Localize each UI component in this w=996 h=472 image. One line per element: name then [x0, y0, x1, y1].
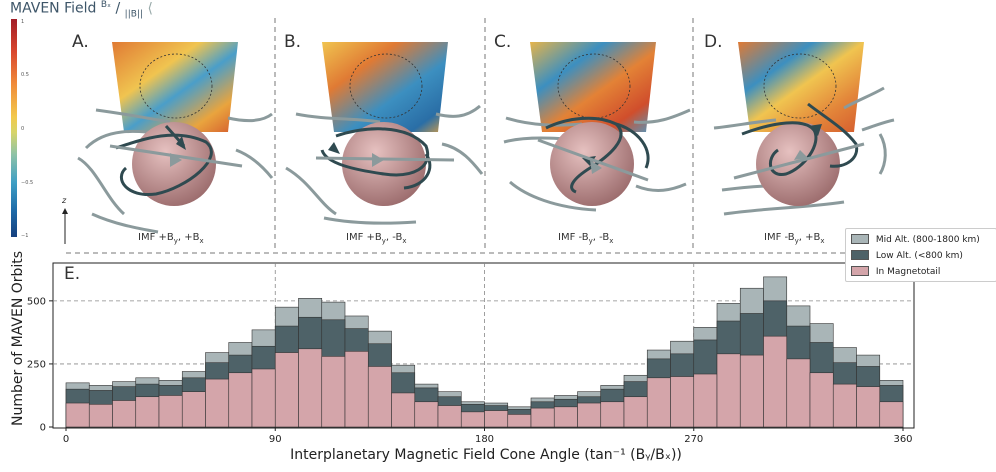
- bar-magnetotail-340: [856, 386, 881, 428]
- bar-magnetotail-160: [437, 405, 462, 428]
- panel-d: D.: [694, 18, 902, 254]
- bar-magnetotail-290: [739, 354, 764, 428]
- panel-b-letter: B.: [284, 32, 302, 52]
- x-tick-label-180: 180: [475, 434, 494, 445]
- x-tick-label-90: 90: [269, 434, 282, 445]
- bar-magnetotail-260: [670, 376, 695, 428]
- bar-magnetotail-120: [344, 351, 369, 428]
- title-subscript: ||B||: [124, 9, 143, 20]
- panel-d-visualization: [713, 42, 895, 216]
- y-tick-label-250: 250: [27, 359, 46, 370]
- bar-magnetotail-310: [786, 358, 811, 428]
- histogram-ticks: 0 90 180 270 360 0 250 500: [27, 296, 913, 445]
- y-axis-label: Number of MAVEN Orbits: [10, 250, 26, 426]
- colorbar: [11, 19, 17, 237]
- title-slash: /: [115, 0, 121, 17]
- bar-magnetotail-280: [716, 353, 741, 428]
- x-tick-label-270: 270: [684, 434, 703, 445]
- colorbar-tick-neg-0-5: −0.5: [21, 180, 34, 186]
- bar-magnetotail-210: [553, 406, 578, 428]
- histogram-bars: [65, 276, 904, 428]
- panel-b-visualization: [285, 42, 484, 225]
- bar-magnetotail-130: [367, 366, 392, 428]
- panel-a: A.: [66, 18, 274, 254]
- legend-item-mid-alt: Mid Alt. (800-1800 km): [851, 234, 980, 245]
- bar-magnetotail-330: [832, 383, 857, 428]
- z-axis-arrow-icon: [62, 208, 68, 244]
- bar-magnetotail-50: [181, 391, 206, 428]
- panel-a-visualization: [77, 42, 274, 234]
- panel-c-letter: C.: [494, 32, 512, 52]
- bar-magnetotail-220: [577, 402, 602, 428]
- figure-title: MAVEN Field Bₓ / ||B|| ⟨: [10, 0, 153, 20]
- panel-separators: [66, 18, 845, 254]
- panel-a-letter: A.: [72, 32, 89, 52]
- z-axis-label: z: [62, 196, 67, 205]
- x-tick-label-0: 0: [63, 434, 69, 445]
- panel-c-imf-label: IMF -By, -Bx: [558, 232, 614, 245]
- colorbar-tick-1: 1: [21, 19, 25, 25]
- bar-magnetotail-300: [763, 335, 788, 428]
- bar-magnetotail-350: [879, 401, 904, 428]
- bar-magnetotail-80: [251, 368, 276, 428]
- bar-magnetotail-20: [112, 400, 137, 428]
- panel-b-imf-label: IMF +By, -Bx: [346, 232, 407, 245]
- colorbar-tick-0: 0: [21, 126, 25, 132]
- panel-b: B. IM: [276, 18, 484, 254]
- title-superscript: Bₓ: [100, 0, 112, 10]
- bar-magnetotail-10: [88, 403, 113, 428]
- x-axis-label: Interplanetary Magnetic Field Cone Angle…: [290, 447, 682, 463]
- bar-magnetotail-110: [321, 356, 346, 428]
- panel-c-visualization: [503, 42, 691, 212]
- bar-magnetotail-250: [646, 377, 671, 428]
- y-tick-label-0: 0: [40, 423, 46, 434]
- bar-magnetotail-180: [484, 410, 509, 428]
- legend-item-magnetotail: In Magnetotail: [851, 266, 940, 277]
- bar-magnetotail-230: [600, 401, 625, 428]
- panel-c: C. IM: [486, 18, 692, 254]
- bar-magnetotail-240: [623, 396, 648, 428]
- bar-magnetotail-140: [391, 392, 416, 428]
- bar-magnetotail-70: [228, 372, 253, 428]
- bar-magnetotail-150: [414, 401, 439, 428]
- bar-magnetotail-40: [158, 395, 183, 428]
- legend-swatch-magnetotail: [851, 266, 869, 276]
- panel-a-imf-label: IMF +By, +Bx: [138, 232, 204, 245]
- colorbar-tick-0-5: 0.5: [21, 72, 29, 78]
- colorbar-tick-neg-1: −1: [21, 233, 29, 239]
- bar-magnetotail-90: [274, 352, 299, 428]
- bar-magnetotail-190: [507, 414, 532, 428]
- bar-magnetotail-200: [530, 407, 555, 428]
- legend-swatch-low-alt: [851, 250, 869, 260]
- histogram-frame: [52, 262, 915, 429]
- bar-magnetotail-170: [460, 411, 485, 428]
- legend: Mid Alt. (800-1800 km) Low Alt. (<800 km…: [845, 228, 996, 282]
- bar-magnetotail-100: [298, 348, 323, 428]
- bar-magnetotail-60: [205, 378, 230, 428]
- panel-e-letter: E.: [64, 264, 81, 284]
- x-tick-label-360: 360: [893, 434, 912, 445]
- legend-item-low-alt: Low Alt. (<800 km): [851, 250, 963, 261]
- title-prefix: MAVEN Field: [10, 0, 97, 17]
- y-tick-label-500: 500: [27, 296, 46, 307]
- bar-magnetotail-270: [693, 373, 718, 428]
- panel-d-imf-label: IMF -By, +Bx: [764, 232, 825, 245]
- panel-d-letter: D.: [704, 32, 723, 52]
- bar-magnetotail-320: [809, 372, 834, 428]
- legend-swatch-mid-alt: [851, 234, 869, 244]
- bar-magnetotail-30: [135, 396, 160, 428]
- bar-magnetotail-0: [65, 402, 90, 428]
